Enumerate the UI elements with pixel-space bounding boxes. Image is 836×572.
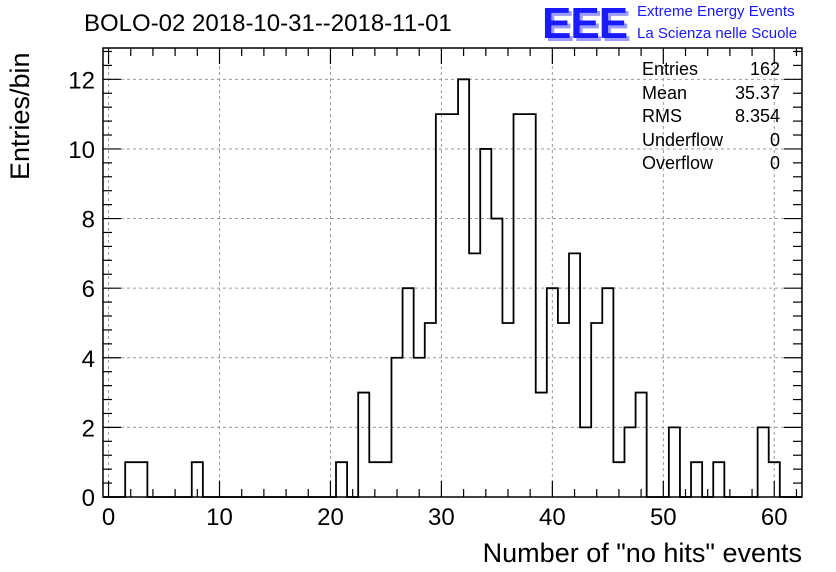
histogram-bin [380,462,391,497]
y-axis-label: Entries/bin [5,52,35,180]
x-tick-label: 30 [428,504,455,531]
histogram-bin [502,323,513,497]
stats-row-rms: RMS 8.354 [642,105,780,129]
histogram-bin [136,462,147,497]
logo-line2: La Scienza nelle Scuole [637,25,798,42]
histogram-bin [447,114,458,497]
stats-value: 0 [769,129,780,150]
axis-ticks [103,48,802,498]
histogram-bin [713,462,724,497]
stats-value: 8.354 [734,106,780,126]
y-tick-label: 6 [82,276,95,303]
histogram-bin [624,427,635,497]
logo-line1: Extreme Energy Events [637,3,795,20]
stats-label: Underflow [642,129,724,150]
tick-labels: 0 10 20 30 40 50 60 0 2 4 6 8 10 12 [68,67,787,531]
histogram-bin [558,323,569,497]
histogram-bin [602,288,613,497]
grid-lines [103,48,802,497]
y-tick-label: 4 [82,346,95,373]
histogram-bin [525,114,536,497]
histogram-bin [403,288,414,497]
histogram-bin [480,149,491,497]
histogram-bin [669,427,680,497]
histogram-bin [358,393,369,497]
histogram-bin [425,323,436,497]
histogram-bin [580,427,591,497]
stats-value: 0 [769,153,780,173]
histogram-bin [758,427,769,497]
y-tick-label: 8 [82,207,95,234]
stats-box: Entries 162 Mean 35.37 RMS 8.354 Underfl… [642,58,780,176]
stats-label: Overflow [642,153,714,173]
x-tick-label: 10 [206,504,233,531]
y-tick-label: 0 [82,485,95,512]
chart-title: BOLO-02 2018-10-31--2018-11-01 [84,10,452,37]
histogram-bin [536,393,547,497]
stats-value: 162 [749,59,780,79]
histogram-bin [636,393,647,497]
plot-frame [102,47,803,498]
y-tick-label: 10 [68,137,95,164]
x-tick-label: 0 [102,504,115,531]
histogram-bin [336,462,347,497]
histogram-step-line [103,78,802,498]
x-tick-label: 40 [539,504,566,531]
x-tick-label: 60 [761,504,788,531]
stats-row-overflow: Overflow 0 [642,152,780,176]
stats-label: RMS [642,106,682,126]
x-axis-label: Number of "no hits" events [482,538,802,568]
y-tick-label: 2 [82,415,95,442]
histogram-bin [691,462,702,497]
y-tick-label: 12 [68,67,95,94]
eee-logo: EEE [542,0,628,48]
x-tick-label: 50 [650,504,677,531]
x-tick-label: 20 [317,504,344,531]
histogram-bin [591,323,602,497]
stats-label: Mean [642,82,688,103]
stats-row-mean: Mean 35.37 [642,82,780,106]
histogram-bin [469,253,480,497]
stats-row-entries: Entries 162 [642,58,780,82]
histogram-bin [514,114,525,497]
stats-value: 35.37 [734,82,780,103]
stats-label: Entries [642,59,699,79]
stats-row-underflow: Underflow 0 [642,129,780,153]
histogram-bin [569,253,580,497]
